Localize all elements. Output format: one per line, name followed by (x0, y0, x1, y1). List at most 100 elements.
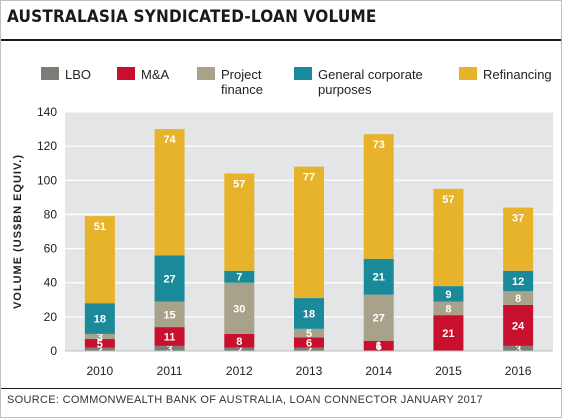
extra-label-2014: 1 (376, 340, 382, 352)
bar-2012-lbo (224, 347, 255, 351)
bar-2010-m-a (84, 339, 115, 348)
bar-2015-refinancing (433, 188, 464, 287)
y-tick-label-20: 20 (44, 310, 58, 324)
x-tick-label-2014: 2014 (365, 364, 392, 378)
bar-2012-general-corporate-purposes (224, 270, 255, 283)
data-label-2016-2: 8 (515, 293, 521, 305)
legend-label-2-0: Project (221, 67, 262, 82)
data-label-2012-2: 30 (233, 303, 245, 315)
bar-2016-refinancing (503, 207, 534, 271)
data-label-2016-3: 12 (512, 276, 524, 288)
bar-2011-lbo (154, 345, 185, 351)
bar-2011-project-finance (154, 301, 185, 328)
x-tick-label-2013: 2013 (296, 364, 323, 378)
legend-swatch-2 (197, 67, 215, 80)
bar-2013-lbo (294, 347, 324, 351)
data-label-2014-2: 27 (373, 313, 385, 325)
bar-2011-m-a (154, 327, 185, 346)
x-tick-label-2012: 2012 (226, 364, 253, 378)
data-label-2014-3: 21 (373, 272, 385, 284)
data-label-2011-3: 27 (163, 273, 175, 285)
data-label-2012-0: 2 (236, 344, 242, 356)
bar-2011-refinancing (154, 129, 185, 256)
x-tick-label-2010: 2010 (87, 364, 114, 378)
data-label-2010-3: 18 (94, 314, 106, 326)
data-label-2015-4: 57 (442, 194, 454, 206)
bar-2010-project-finance (84, 333, 115, 340)
data-label-2011-2: 15 (163, 309, 175, 321)
x-tick-label-2016: 2016 (505, 364, 532, 378)
bar-2010-refinancing (84, 216, 115, 304)
legend-swatch-4 (459, 67, 477, 80)
data-label-2011-0: 3 (167, 343, 173, 355)
bar-2015-general-corporate-purposes (433, 286, 464, 302)
data-label-2015-3: 9 (445, 289, 451, 301)
data-label-2014-4: 73 (373, 139, 385, 151)
y-tick-label-40: 40 (44, 276, 58, 290)
data-label-2012-4: 57 (233, 178, 245, 190)
bar-2012-refinancing (224, 173, 255, 271)
bar-2014-refinancing (363, 134, 394, 259)
legend-swatch-1 (117, 67, 135, 80)
bar-2016-lbo (503, 345, 534, 351)
bar-2010-lbo (84, 347, 115, 351)
legend-label-1-0: M&A (141, 67, 170, 82)
data-label-2013-4: 77 (303, 172, 315, 184)
bar-2013-general-corporate-purposes (294, 298, 324, 329)
data-label-2010-1: 5 (97, 338, 103, 350)
y-tick-label-120: 120 (37, 139, 57, 153)
data-label-2010-4: 51 (94, 221, 106, 233)
x-tick-label-2011: 2011 (157, 364, 183, 378)
data-label-2013-1: 6 (306, 337, 312, 349)
bar-2012-m-a (224, 333, 255, 348)
y-tick-label-80: 80 (44, 207, 58, 221)
bar-2010-general-corporate-purposes (84, 303, 115, 334)
data-label-2015-2: 8 (445, 303, 451, 315)
legend-swatch-0 (41, 67, 59, 80)
bar-2012-project-finance (224, 282, 255, 334)
data-label-2016-0: 3 (515, 343, 521, 355)
data-label-2015-0: 1 (445, 346, 451, 358)
bar-2014-m-a (363, 340, 394, 351)
bar-2016-general-corporate-purposes (503, 270, 534, 292)
bar-2015-m-a (433, 315, 464, 351)
data-label-2012-3: 7 (236, 272, 242, 284)
data-label-2010-0: 2 (97, 344, 103, 356)
data-label-2013-2: 5 (306, 328, 312, 340)
legend-swatch-3 (294, 67, 312, 80)
y-tick-label-60: 60 (44, 242, 58, 256)
data-label-2016-4: 37 (512, 213, 524, 225)
bar-2015-project-finance (433, 301, 464, 316)
data-label-2015-1: 21 (442, 328, 454, 340)
legend-label-3-0: General corporate (318, 67, 423, 82)
source-note: SOURCE: COMMONWEALTH BANK OF AUSTRALIA, … (7, 394, 483, 406)
data-label-2012-1: 8 (236, 336, 242, 348)
data-label-2011-4: 74 (163, 134, 176, 146)
y-tick-label-0: 0 (50, 344, 57, 358)
data-label-2013-0: 2 (306, 344, 312, 356)
data-label-2014-1: 6 (376, 341, 382, 353)
bottom-rule (1, 388, 561, 389)
y-axis-label: VOLUME (US$BN EQUIV.) (12, 154, 24, 309)
bar-2013-m-a (294, 337, 324, 348)
bar-2016-project-finance (503, 291, 534, 305)
x-tick-label-2015: 2015 (435, 364, 462, 378)
bar-2016-m-a (503, 304, 534, 346)
chart-title: AUSTRALASIA SYNDICATED-LOAN VOLUME (7, 7, 377, 27)
bar-2013-refinancing (294, 166, 324, 299)
bar-2013-project-finance (294, 328, 324, 338)
legend-label-3-1: purposes (318, 82, 372, 97)
data-label-2013-3: 18 (303, 308, 315, 320)
bar-2014-general-corporate-purposes (363, 258, 394, 295)
data-label-2010-2: 3 (97, 331, 103, 343)
y-tick-label-140: 140 (37, 105, 57, 119)
bar-2014-project-finance (363, 294, 394, 341)
legend-label-2-1: finance (221, 82, 263, 97)
bar-2011-general-corporate-purposes (154, 255, 185, 302)
title-rule (1, 39, 561, 41)
data-label-2016-1: 24 (512, 320, 525, 332)
data-label-2011-1: 11 (164, 331, 176, 343)
y-tick-label-100: 100 (37, 173, 57, 187)
